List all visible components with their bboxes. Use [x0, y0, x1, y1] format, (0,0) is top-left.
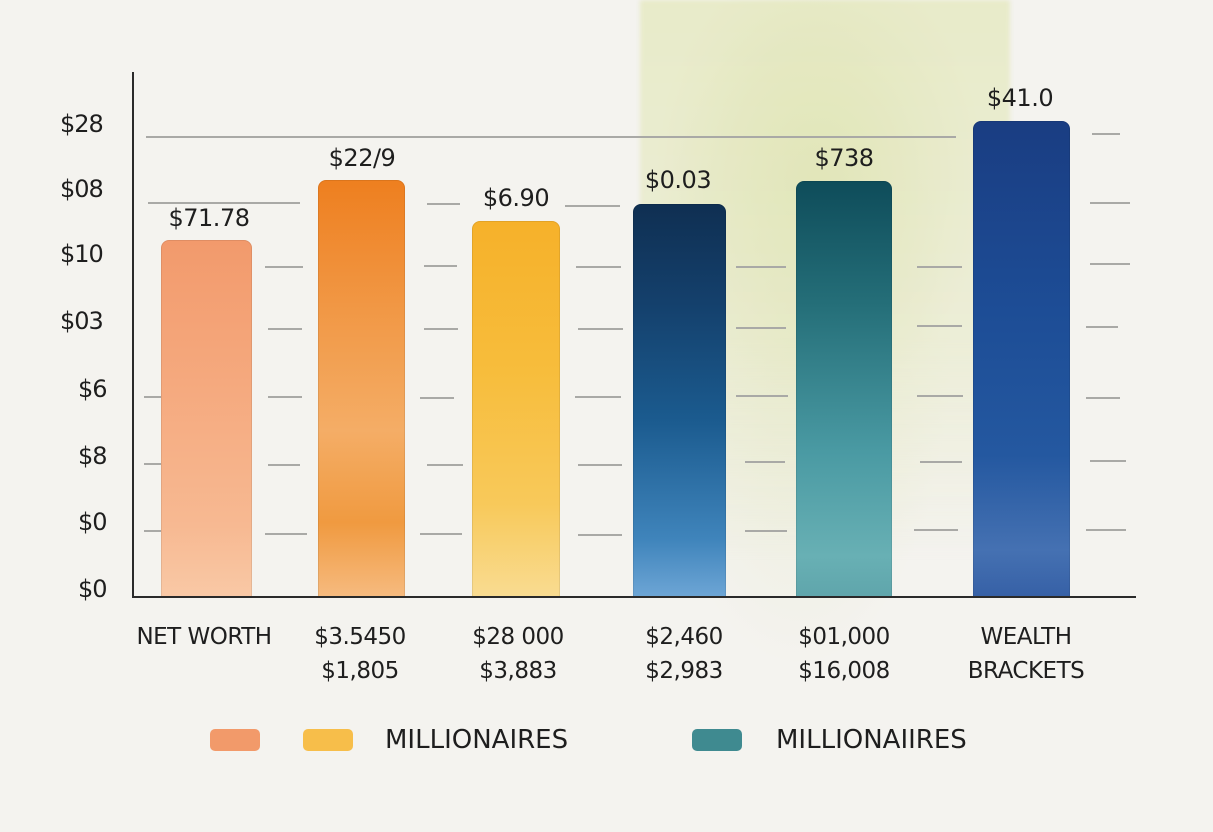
- x-category-label: $3.5450 $1,805: [290, 620, 430, 688]
- x-axis: [132, 596, 1136, 598]
- bar-4[interactable]: [633, 204, 726, 598]
- x-category-label: WEALTH BRACKETS: [948, 620, 1104, 688]
- bar-value-label: $0.03: [644, 166, 712, 194]
- gridline: [917, 325, 962, 327]
- gridline: [1092, 133, 1120, 135]
- gridline: [578, 328, 623, 330]
- x-category-label: $01,000 $16,008: [774, 620, 914, 688]
- x-label-line: WEALTH: [980, 624, 1073, 650]
- bar-6[interactable]: [973, 121, 1070, 598]
- gridline: [1086, 326, 1118, 328]
- x-label-line: $01,000: [798, 624, 890, 650]
- gridline: [1090, 202, 1130, 204]
- gridline: [424, 265, 457, 267]
- gridline: [427, 203, 460, 205]
- bar-2[interactable]: [318, 180, 405, 598]
- y-tick-label: $0: [78, 508, 108, 536]
- y-tick-label: $0: [78, 575, 108, 603]
- legend-label-millionaires: MILLIONAIRES: [385, 725, 569, 755]
- gridline: [1086, 397, 1120, 399]
- gridline: [268, 328, 302, 330]
- gridline: [736, 266, 786, 268]
- gridline: [148, 202, 300, 204]
- y-tick-label: $03: [60, 307, 104, 335]
- x-label-line: $2,460: [645, 624, 723, 650]
- gridline: [1090, 460, 1126, 462]
- gridline: [576, 266, 621, 268]
- legend-swatch-orange: [210, 729, 260, 751]
- x-category-label: $28 000 $3,883: [448, 620, 588, 688]
- gridline: [578, 534, 622, 536]
- gridline: [144, 463, 162, 465]
- x-category-label: NET WORTH: [124, 620, 284, 654]
- bar-value-label: $71.78: [168, 204, 250, 232]
- y-tick-label: $6: [78, 375, 108, 403]
- gridline: [565, 205, 620, 207]
- gridline: [917, 395, 963, 397]
- y-tick-label: $8: [78, 442, 108, 470]
- gridline: [1086, 529, 1126, 531]
- gridline: [575, 396, 621, 398]
- gridline: [146, 136, 956, 138]
- gridline: [736, 327, 786, 329]
- bar-value-label: $41.0: [986, 84, 1054, 112]
- bar-value-label: $22/9: [328, 144, 396, 172]
- gridline: [424, 328, 458, 330]
- y-tick-label: $10: [60, 240, 104, 268]
- gridline: [914, 529, 958, 531]
- gridline: [144, 530, 162, 532]
- gridline: [1090, 263, 1130, 265]
- x-label-line: $2,983: [645, 658, 723, 684]
- y-axis: [132, 72, 134, 598]
- x-label-line: $3,883: [479, 658, 557, 684]
- x-label-line: $3.5450: [314, 624, 406, 650]
- x-category-label: $2,460 $2,983: [614, 620, 754, 688]
- x-label-line: $28 000: [472, 624, 564, 650]
- gridline: [745, 461, 785, 463]
- gridline: [265, 266, 303, 268]
- x-label-line: $1,805: [321, 658, 399, 684]
- x-label-line: NET WORTH: [136, 624, 272, 650]
- bar-3[interactable]: [472, 221, 560, 598]
- gridline: [578, 464, 622, 466]
- legend-swatch-teal: [692, 729, 742, 751]
- gridline: [420, 533, 462, 535]
- bar-1[interactable]: [161, 240, 252, 598]
- gridline: [144, 396, 162, 398]
- gridline: [736, 395, 788, 397]
- bar-value-label: $738: [814, 144, 874, 172]
- gridline: [745, 530, 787, 532]
- gridline: [420, 397, 454, 399]
- y-tick-label: $28: [60, 110, 104, 138]
- x-label-line: BRACKETS: [967, 658, 1085, 684]
- gridline: [427, 464, 463, 466]
- gridline: [268, 396, 302, 398]
- x-label-line: $16,008: [798, 658, 890, 684]
- gridline: [920, 461, 962, 463]
- gridline: [265, 533, 307, 535]
- gridline: [917, 266, 962, 268]
- legend-swatch-yellow: [303, 729, 353, 751]
- gridline: [268, 464, 300, 466]
- bar-value-label: $6.90: [482, 184, 550, 212]
- y-tick-label: $08: [60, 175, 104, 203]
- bar-5[interactable]: [796, 181, 892, 598]
- legend-label-millionaiires: MILLIONAIIRES: [776, 725, 967, 755]
